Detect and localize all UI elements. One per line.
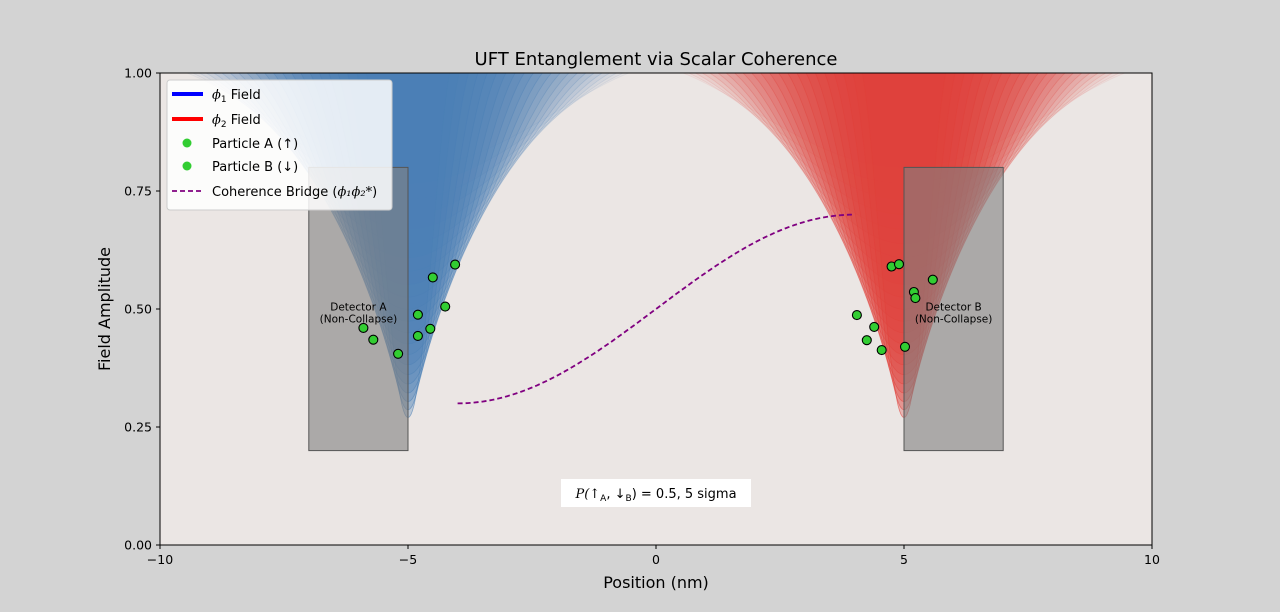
particle-b-point-8 xyxy=(910,293,921,304)
x-axis-label: Position (nm) xyxy=(603,573,709,592)
particle-a-point-8 xyxy=(450,259,461,270)
x-axis: −10 −5 0 5 10 xyxy=(147,545,1160,567)
x-tick-label-3: 5 xyxy=(900,552,908,567)
particle-a-point-7 xyxy=(427,272,438,283)
y-axis-label: Field Amplitude xyxy=(95,247,114,371)
coherence-bridge-line xyxy=(457,213,855,405)
particle-a-point-1 xyxy=(368,334,379,345)
particle-a-point-6 xyxy=(440,301,451,312)
detectors: Detector A(Non-Collapse)Detector B(Non-C… xyxy=(308,166,1004,452)
particle-b-point-2 xyxy=(869,321,880,332)
annotation-text: P(↑A, ↓B) = 0.5, 5 sigma xyxy=(574,487,736,504)
x-tick-label-4: 10 xyxy=(1144,552,1160,567)
detector-a-label: Detector A xyxy=(330,302,387,314)
coherence-bridge xyxy=(457,213,855,405)
particle-b-point-3 xyxy=(876,345,887,356)
particle-a-point-5 xyxy=(412,309,423,320)
x-tick-label-2: 0 xyxy=(652,552,660,567)
particle-points xyxy=(358,259,938,359)
y-tick-label-0: 0.00 xyxy=(124,538,152,553)
particle-a-point-3 xyxy=(412,330,423,341)
particle-b-point-0 xyxy=(851,310,862,321)
legend-item-3-label: Particle B (↓) xyxy=(212,160,298,175)
detector-b-box xyxy=(903,166,1004,452)
particle-b-point-6 xyxy=(899,341,911,352)
legend-item-3-swatch xyxy=(182,161,192,171)
legend-item-2-label: Particle A (↑) xyxy=(212,137,298,152)
x-tick-label-1: −5 xyxy=(399,552,417,567)
particle-b-point-1 xyxy=(861,335,872,346)
y-tick-label-2: 0.50 xyxy=(124,302,152,317)
detector-b-sublabel: (Non-Collapse) xyxy=(915,314,993,326)
chart-title: UFT Entanglement via Scalar Coherence xyxy=(475,49,838,70)
x-tick-label-0: −10 xyxy=(147,552,173,567)
legend-item-1-label: ϕ2 Field xyxy=(212,113,261,130)
y-axis: 0.00 0.25 0.50 0.75 1.00 xyxy=(124,66,160,553)
y-tick-label-4: 1.00 xyxy=(124,66,152,81)
legend: ϕ1 Field ϕ2 Field Particle A (↑) Particle B… xyxy=(166,79,393,211)
probability-annotation: P(↑A, ↓B) = 0.5, 5 sigma xyxy=(561,479,751,507)
annotation-box xyxy=(561,479,751,507)
particle-a-point-0 xyxy=(358,322,369,333)
particle-a-point-2 xyxy=(393,348,404,359)
legend-box xyxy=(166,79,393,211)
legend-item-0-label: ϕ1 Field xyxy=(212,88,261,105)
detector-a-sublabel: (Non-Collapse) xyxy=(320,314,398,326)
y-tick-label-3: 0.75 xyxy=(124,184,152,199)
detector-b-label: Detector B xyxy=(925,302,981,314)
y-tick-label-1: 0.25 xyxy=(124,420,152,435)
particle-b-point-5 xyxy=(893,259,905,270)
particle-b-point-9 xyxy=(927,274,938,285)
legend-item-2-swatch xyxy=(182,138,192,148)
particle-a-point-4 xyxy=(425,323,436,334)
detector-a-box xyxy=(308,166,409,452)
legend-item-4-label: Coherence Bridge (ϕ₁ϕ₂*) xyxy=(212,185,377,200)
